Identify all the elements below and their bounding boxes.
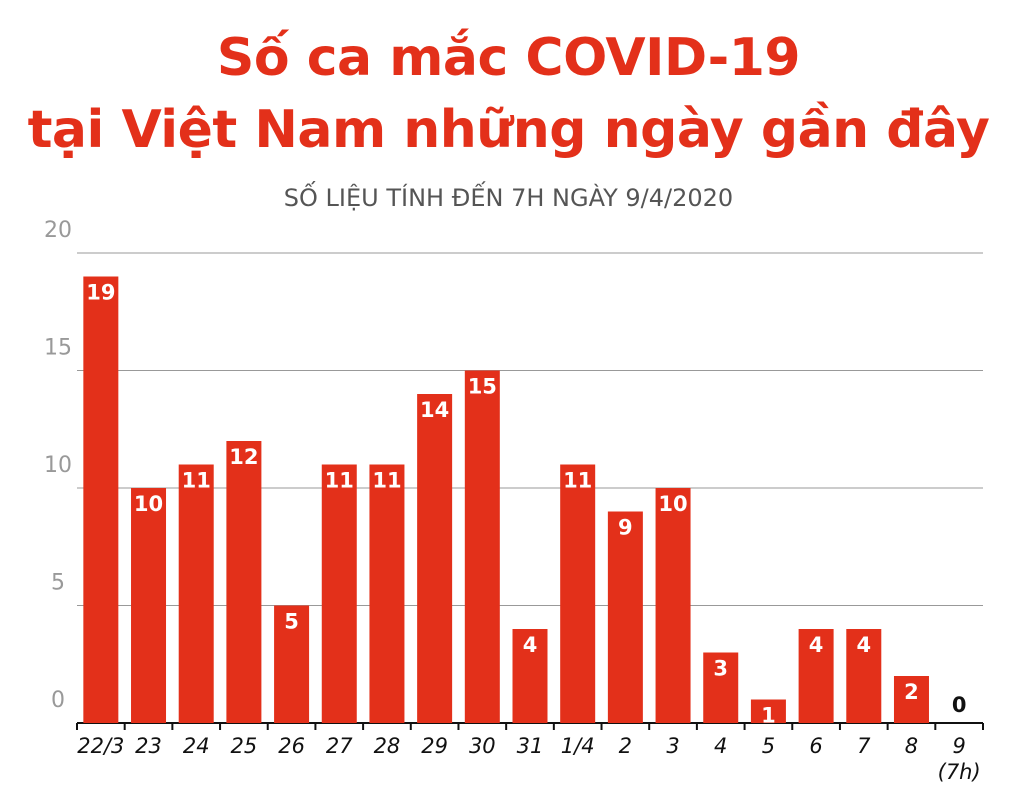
bar [750,699,786,723]
bar [893,676,929,723]
value-label: 14 [420,398,449,422]
value-label: 9 [618,516,633,540]
x-tick-label: 9 (7h) [937,734,981,784]
y-tick-label: 5 [51,571,65,596]
bar [321,464,357,723]
bar [703,652,739,723]
y-tick-label: 15 [44,336,72,361]
chart-title: tại Việt Nam những ngày gần đây [27,100,990,160]
bar [226,441,262,723]
value-label: 4 [809,633,824,657]
bar [274,605,310,723]
x-tick-label: 29 [421,734,448,758]
x-tick-label: 5 [761,734,776,758]
y-tick-label: 0 [51,688,65,713]
value-label: 15 [468,375,497,399]
value-label: 11 [372,469,401,493]
value-label: 11 [182,469,211,493]
bar [560,464,596,723]
bar [178,464,214,723]
x-tick-label: 7 [857,734,871,758]
x-tick-label: 3 [666,734,680,758]
bar [464,370,500,723]
value-label: 4 [523,633,538,657]
x-tick-label: 28 [373,734,401,758]
x-tick-label: 8 [904,734,919,758]
value-label: 11 [563,469,592,493]
x-tick-label: 1/4 [560,734,595,758]
bar [798,629,834,723]
chart-subtitle: SỐ LIỆU TÍNH ĐẾN 7H NGÀY 9/4/2020 [283,184,734,212]
x-tick-label: 4 [714,734,728,758]
bar [846,629,882,723]
y-tick-label: 10 [44,453,72,478]
value-label: 3 [713,657,728,681]
bar [512,629,548,723]
y-tick-label: 20 [44,218,72,243]
x-tick-label: 25 [230,734,258,758]
value-label: 2 [904,680,919,704]
bar [417,394,453,723]
x-tick-label: 30 [468,734,496,758]
value-label: 19 [86,281,115,305]
x-tick-label: 26 [278,734,305,758]
value-label: 10 [134,492,163,516]
x-tick-label: 27 [325,734,353,758]
x-tick-label: 22/3 [77,734,125,758]
value-label: 10 [658,492,687,516]
value-label: 4 [856,633,871,657]
x-tick-label: 6 [809,734,823,758]
value-label: 12 [229,445,258,469]
bar [83,276,119,723]
bar [369,464,405,723]
value-label: 1 [761,704,776,728]
chart-title: Số ca mắc COVID-19 [216,28,801,88]
value-label: 11 [325,469,354,493]
value-label: 5 [284,610,299,634]
bar [655,488,691,723]
bar [131,488,167,723]
bar [607,511,643,723]
x-tick-label: 23 [135,734,162,758]
value-label: 0 [952,693,967,717]
x-tick-label: 2 [618,734,633,758]
x-tick-label: 24 [182,734,210,758]
x-tick-label: 31 [516,734,544,758]
